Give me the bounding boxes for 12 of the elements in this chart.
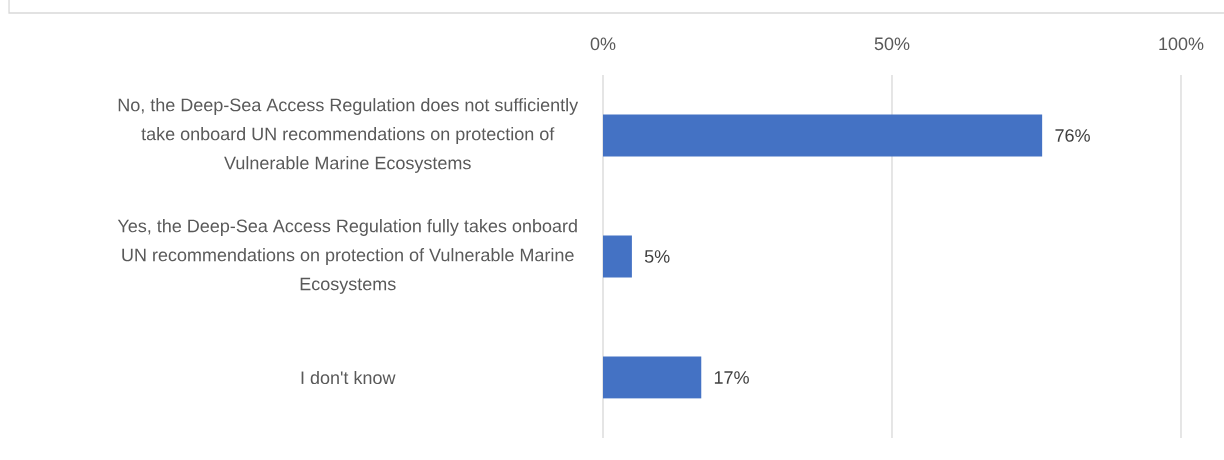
y-tick-label: Yes, the Deep-Sea Access Regulation fully takes onboard UN recommendations on protection of Vulnerable Marine Ecosystems [117, 219, 577, 294]
data-label: 76% [1055, 129, 1090, 142]
data-label: 5% [644, 250, 670, 263]
y-tick-label: No, the Deep-Sea Access Regulation does not sufficiently take onboard UN recommendations on protection of Vulnerable Marine Ecosystems [118, 98, 579, 173]
bar [603, 114, 1043, 157]
y-tick-label: I don't know [301, 370, 396, 385]
x-tick-label: 0% [590, 37, 616, 51]
bar [603, 356, 702, 399]
x-tick-label: 50% [874, 37, 910, 51]
bar [603, 235, 632, 278]
x-tick-label: 100% [1159, 37, 1204, 51]
data-label: 17% [714, 371, 749, 384]
